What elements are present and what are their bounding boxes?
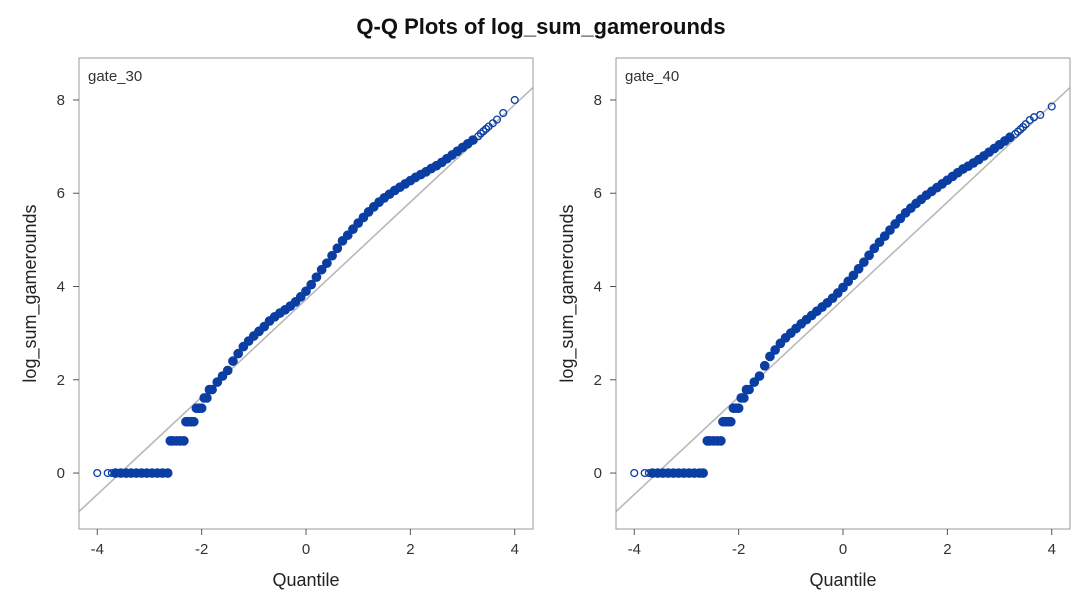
x-tick-label: -4 <box>628 541 641 558</box>
data-point <box>859 257 869 268</box>
data-point <box>744 384 754 395</box>
data-point <box>733 403 744 414</box>
data-point <box>207 384 217 395</box>
data-point <box>481 124 491 133</box>
data-point <box>864 250 874 261</box>
data-point <box>479 127 488 136</box>
plot-frame <box>615 57 1071 530</box>
data-point <box>212 377 223 387</box>
panel-label: gate_30 <box>88 68 142 85</box>
reference-line <box>79 86 533 513</box>
data-point <box>698 468 708 478</box>
data-point <box>716 436 726 446</box>
data-point <box>342 230 353 241</box>
data-point <box>93 468 102 478</box>
data-point <box>1036 110 1045 119</box>
data-point <box>499 108 508 118</box>
y-tick-label: 2 <box>57 372 65 389</box>
data-point <box>348 224 358 234</box>
data-point <box>311 272 322 283</box>
y-tick-label: 4 <box>594 279 602 296</box>
data-point <box>322 258 332 269</box>
data-point <box>838 282 848 293</box>
data-point <box>759 360 770 371</box>
data-point <box>869 243 880 254</box>
panel-label: gate_40 <box>625 68 679 85</box>
data-point <box>770 345 781 355</box>
data-point <box>188 416 199 427</box>
data-point <box>510 95 519 105</box>
data-point <box>874 237 885 248</box>
data-point <box>739 393 749 403</box>
data-point <box>848 270 859 281</box>
x-tick-label: -2 <box>195 541 208 558</box>
data-point <box>162 468 173 478</box>
data-point <box>765 351 775 362</box>
x-axis-label: Quantile <box>809 570 876 590</box>
reference-line <box>616 86 1070 513</box>
data-point <box>1013 127 1022 136</box>
data-point <box>879 231 890 241</box>
x-tick-label: 2 <box>943 541 951 558</box>
data-point <box>306 279 317 290</box>
x-tick-label: 0 <box>839 541 847 558</box>
x-tick-label: 4 <box>1048 541 1056 558</box>
data-point <box>725 416 736 427</box>
y-tick-label: 6 <box>57 185 65 202</box>
data-point <box>843 276 854 287</box>
x-tick-label: -2 <box>732 541 745 558</box>
data-point <box>754 371 765 381</box>
y-axis-label: log_sum_gamerounds <box>20 204 41 382</box>
data-point <box>492 115 502 124</box>
y-axis-label: log_sum_gamerounds <box>557 204 578 382</box>
data-point <box>301 286 311 297</box>
y-tick-label: 4 <box>57 279 65 296</box>
data-point <box>332 243 343 254</box>
data-point <box>233 348 244 359</box>
data-point <box>316 264 327 275</box>
data-point <box>476 129 485 138</box>
data-point <box>202 393 212 403</box>
qq-panel-gate_30: -4 -2 0 2 4 0 2 4 6 8 Quantile log_sum_gamerounds ga… <box>20 57 534 590</box>
data-point <box>196 403 207 414</box>
data-point <box>179 436 189 446</box>
y-tick-label: 6 <box>594 185 602 202</box>
data-point <box>1016 125 1025 134</box>
data-point <box>1021 120 1030 129</box>
x-tick-label: -4 <box>91 541 104 558</box>
data-point <box>749 377 760 387</box>
qq-panel-gate_40: -4 -2 0 2 4 0 2 4 6 8 Quantile log_sum_gamerounds ga… <box>557 57 1071 590</box>
x-tick-label: 2 <box>406 541 414 558</box>
x-tick-label: 0 <box>302 541 310 558</box>
chart-title: Q-Q Plots of log_sum_gamerounds <box>356 14 726 39</box>
data-point <box>327 250 337 261</box>
data-point <box>468 135 478 145</box>
x-axis-label: Quantile <box>272 570 339 590</box>
y-tick-label: 8 <box>594 92 602 109</box>
data-point <box>885 225 895 235</box>
y-tick-label: 2 <box>594 372 602 389</box>
data-point <box>228 356 238 366</box>
data-point <box>1011 129 1020 139</box>
data-point <box>1047 102 1056 111</box>
y-tick-label: 0 <box>594 465 602 482</box>
data-point <box>853 263 864 274</box>
data-point <box>222 365 233 376</box>
y-tick-label: 8 <box>57 92 65 109</box>
x-tick-label: 4 <box>511 541 519 558</box>
y-tick-label: 0 <box>57 465 65 482</box>
data-point <box>630 468 639 478</box>
